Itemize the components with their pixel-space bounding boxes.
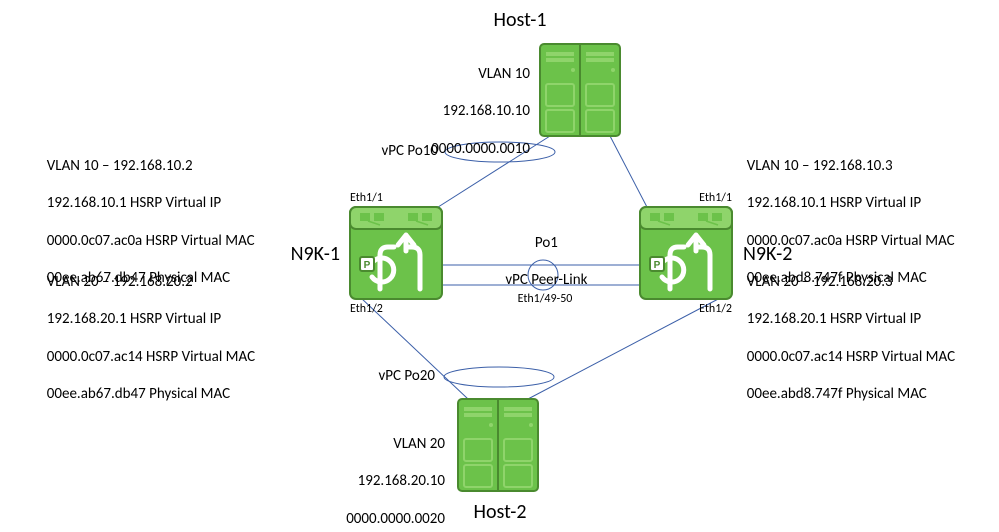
n9k1-icon [350,207,442,299]
n9k1-v10-l3: 0000.0c07.ac0a HSRP Virtual MAC [47,232,255,250]
n9k2-v20-l3: 0000.0c07.ac14 HSRP Virtual MAC [747,348,955,366]
vpc-po10-label: vPC Po10 [350,142,438,161]
n9k2-eth12: Eth1/2 [672,302,732,317]
host2-icon [458,399,538,491]
n9k2-v20-l2: 192.168.20.1 HSRP Virtual IP [747,310,921,328]
n9k2-v10-l3: 0000.0c07.ac0a HSRP Virtual MAC [747,232,955,250]
n9k2-eth11: Eth1/1 [672,191,732,206]
n9k1-v20-l2: 192.168.20.1 HSRP Virtual IP [47,310,221,328]
peer-link-sub: vPC Peer-Link [505,271,587,289]
host2-mac: 0000.0000.0020 [346,510,445,528]
host2-vlan: VLAN 20 [393,435,445,453]
host1-title: Host-1 [430,8,610,33]
host1-ip: 192.168.10.10 [443,102,530,120]
n9k1-eth11: Eth1/1 [350,191,383,206]
n9k2-vlan20-block: VLAN 20 – 192.168.20.3 192.168.20.1 HSRP… [740,254,955,404]
n9k1-vlan20-block: VLAN 20 – 192.168.20.2 192.168.20.1 HSRP… [40,254,255,404]
po1-label: Po1 [535,234,558,252]
n9k1-v20-l4: 00ee.ab67.db47 Physical MAC [47,385,230,403]
n9k2-v20-l1: VLAN 20 – 192.168.20.3 [747,273,893,291]
host2-ip: 192.168.20.10 [358,472,445,490]
peer-link-title: Po1 vPC Peer-Link [478,215,608,290]
peer-link-ports: Eth1/49-50 [495,292,595,307]
vpc-po20-label: vPC Po20 [335,367,435,386]
host1-icon [540,44,620,136]
n9k2-v10-l2: 192.168.10.1 HSRP Virtual IP [747,194,921,212]
n9k2-v10-l1: VLAN 10 – 192.168.10.3 [747,157,893,175]
n9k1-v20-l1: VLAN 20 – 192.168.20.2 [47,273,193,291]
n9k1-v10-l1: VLAN 10 – 192.168.10.2 [47,157,193,175]
n9k1-eth12: Eth1/2 [350,302,383,317]
host1-vlan: VLAN 10 [478,65,530,83]
host1-mac: 0000.0000.0010 [431,140,530,158]
n9k1-v20-l3: 0000.0c07.ac14 HSRP Virtual MAC [47,348,255,366]
n9k2-v20-l4: 00ee.abd8.747f Physical MAC [747,385,927,403]
n9k2-icon [640,207,732,299]
host2-info: VLAN 20 192.168.20.10 0000.0000.0020 [265,416,445,529]
n9k1-v10-l2: 192.168.10.1 HSRP Virtual IP [47,194,221,212]
